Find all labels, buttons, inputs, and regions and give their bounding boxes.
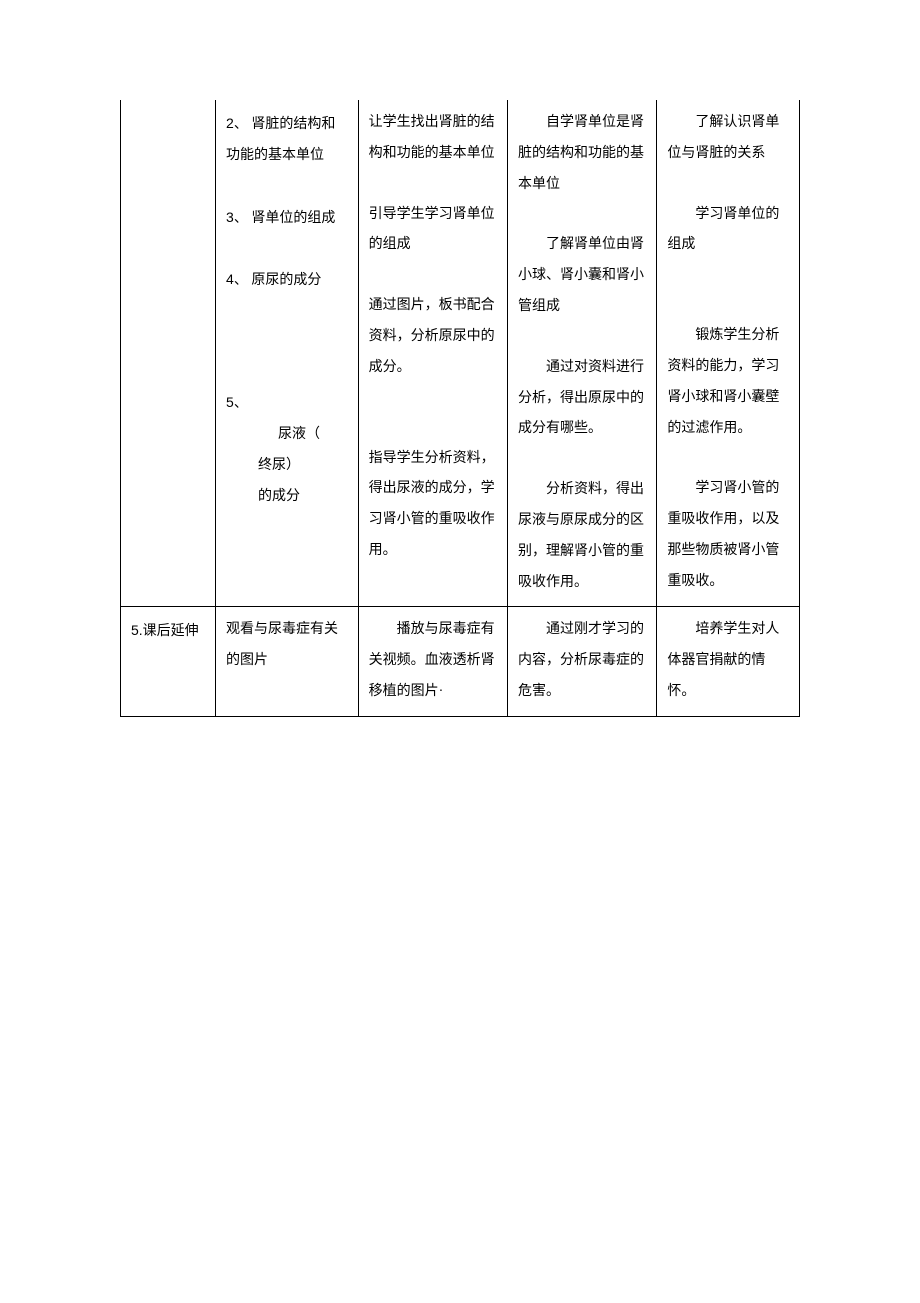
cell-text: 学习肾小管的重吸收作用，以及那些物质被肾小管重吸收。 <box>667 474 789 597</box>
item-text: 的成分 <box>226 482 348 513</box>
cell-student-activity: 自学肾单位是肾脏的结构和功能的基本单位 了解肾单位由肾小球、肾小囊和肾小管组成 … <box>508 100 657 607</box>
cell-section: 5.课后延伸 <box>121 607 216 716</box>
cell-design-intent: 培养学生对人体器官捐献的情怀。 <box>657 607 800 716</box>
cell-text: 学习肾单位的组成 <box>667 200 789 262</box>
lesson-plan-table: 2、 肾脏的结构和功能的基本单位 3、 肾单位的组成 4、 原尿的成分 5、 尿… <box>120 100 800 717</box>
item-text: 原尿的成分 <box>251 273 321 288</box>
cell-teacher-activity: 播放与尿毒症有关视频。血液透析肾移植的图片· <box>358 607 507 716</box>
cell-section <box>121 100 216 607</box>
cell-teacher-activity: 让学生找出肾脏的结构和功能的基本单位 引导学生学习肾单位的组成 通过图片，板书配… <box>358 100 507 607</box>
cell-student-activity: 通过刚才学习的内容，分析尿毒症的危害。 <box>508 607 657 716</box>
cell-text: 指导学生分析资料，得出尿液的成分，学习肾小管的重吸收作用。 <box>369 444 497 567</box>
cell-text: 通过对资料进行分析，得出原尿中的成分有哪些。 <box>518 353 646 445</box>
cell-text: 分析资料，得出尿液与原尿成分的区别，理解肾小管的重吸收作用。 <box>518 475 646 598</box>
table-row: 5.课后延伸 观看与尿毒症有关的图片 播放与尿毒症有关视频。血液透析肾移植的图片… <box>121 607 800 716</box>
item-marker: 3、 <box>226 209 248 225</box>
item-text: 肾单位的组成 <box>251 211 335 226</box>
cell-text: 让学生找出肾脏的结构和功能的基本单位 <box>369 108 497 170</box>
cell-topics: 2、 肾脏的结构和功能的基本单位 3、 肾单位的组成 4、 原尿的成分 5、 尿… <box>216 100 359 607</box>
cell-text: 通过图片，板书配合资料，分析原尿中的成分。 <box>369 291 497 383</box>
table-row: 2、 肾脏的结构和功能的基本单位 3、 肾单位的组成 4、 原尿的成分 5、 尿… <box>121 100 800 607</box>
cell-design-intent: 了解认识肾单位与肾脏的关系 学习肾单位的组成 锻炼学生分析资料的能力，学习肾小球… <box>657 100 800 607</box>
cell-topics: 观看与尿毒症有关的图片 <box>216 607 359 716</box>
item-marker: 2、 <box>226 115 248 131</box>
cell-text: 了解认识肾单位与肾脏的关系 <box>667 108 789 170</box>
cell-text: 引导学生学习肾单位的组成 <box>369 200 497 262</box>
cell-text: 了解肾单位由肾小球、肾小囊和肾小管组成 <box>518 230 646 322</box>
cell-text: 锻炼学生分析资料的能力，学习肾小球和肾小囊壁的过滤作用。 <box>667 321 789 444</box>
item-text: 尿液（ <box>226 420 348 451</box>
section-label: 5.课后延伸 <box>131 622 199 638</box>
item-marker: 5、 <box>226 394 248 410</box>
cell-text: 自学肾单位是肾脏的结构和功能的基本单位 <box>518 108 646 200</box>
item-marker: 4、 <box>226 271 248 287</box>
item-text: 终尿） <box>226 451 348 482</box>
